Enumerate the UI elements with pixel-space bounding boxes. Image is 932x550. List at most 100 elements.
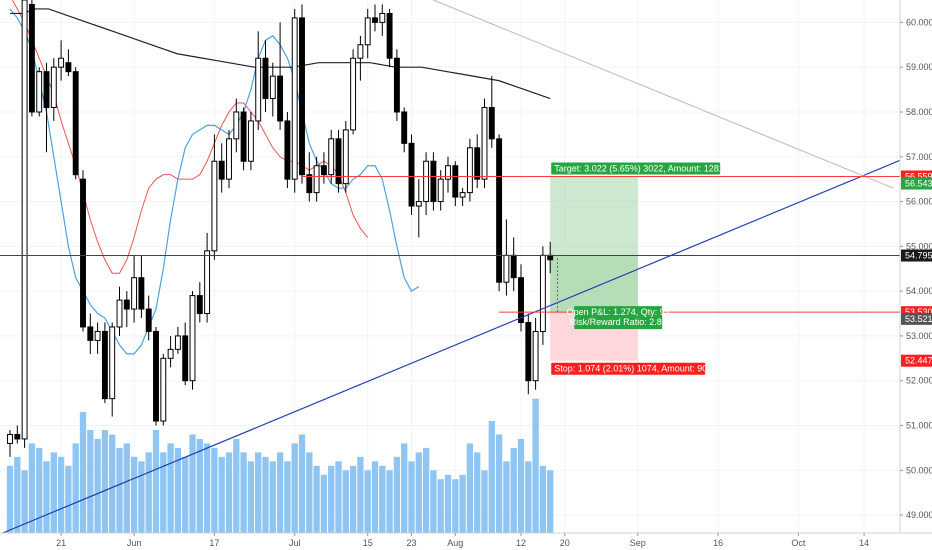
volume-bar — [138, 461, 145, 533]
candle-body — [415, 201, 422, 207]
candle-body — [357, 44, 364, 59]
volume-bar — [21, 470, 28, 533]
candle-body — [94, 330, 101, 341]
candle-body — [226, 138, 232, 180]
candle-body — [393, 57, 400, 113]
candle-body — [364, 17, 371, 46]
candle-body — [401, 111, 408, 144]
candle-body — [284, 120, 291, 180]
candle-body — [174, 335, 181, 350]
entry-sub-price-tag-text: 53.521 — [905, 314, 932, 324]
volume-bar — [65, 465, 72, 533]
entry-sub-price-tag-box — [901, 312, 932, 325]
candle-body — [36, 71, 43, 113]
candle-body — [452, 165, 459, 198]
volume-bar — [87, 429, 94, 533]
volume-bar — [474, 452, 481, 533]
volume-bar — [371, 461, 379, 533]
volume-bar — [430, 470, 437, 533]
candle-body — [116, 299, 123, 328]
volume-bar — [415, 452, 422, 533]
candle-body — [459, 192, 466, 198]
candle-body — [262, 57, 269, 100]
volume-bar — [247, 461, 255, 533]
volume-bar — [262, 456, 269, 533]
trend-line — [2, 146, 932, 534]
candle-body — [269, 75, 276, 100]
price-axis-label: 50.000 — [906, 465, 932, 475]
candle-body — [109, 326, 116, 400]
candle-body — [277, 75, 284, 122]
volume-bar — [269, 461, 276, 533]
candle-body — [496, 138, 503, 283]
volume-bar — [174, 447, 182, 533]
volume-bar — [444, 474, 452, 533]
pnl-label-line1: Open P&L: 1.274, Qty: 93 — [567, 307, 670, 317]
candle-body — [525, 321, 532, 382]
candle-body — [291, 17, 298, 180]
candle-body — [72, 71, 79, 176]
position-labels: Target: 3.022 (5.65%) 3022, Amount: 1281… — [551, 162, 736, 375]
candle-body — [189, 295, 196, 382]
volume-bar — [328, 465, 335, 533]
price-axis[interactable]: 60.000 59.000 58.000 57.000 56.000 55.000 54.0… — [899, 0, 932, 550]
grid-layer — [0, 0, 900, 533]
price-axis-label: 57.000 — [906, 152, 932, 162]
time-axis-label: 23 — [406, 538, 416, 548]
price-axis-label: 51.000 — [906, 421, 932, 431]
time-axis-label: Aug — [447, 538, 463, 548]
volume-bar — [109, 434, 116, 533]
candle-body — [474, 147, 481, 180]
price-axis-label: 59.000 — [906, 62, 932, 72]
volume-bar — [342, 470, 349, 533]
stop-price-tag-text: 52.447 — [905, 356, 932, 366]
candle-body — [211, 160, 218, 252]
price-axis-label: 55.000 — [906, 241, 932, 251]
target-price-tag-text: 56.543 — [905, 179, 932, 189]
volume-bar — [437, 479, 444, 533]
candle-body — [87, 326, 94, 341]
stop-label-text: Stop: 1.074 (2.01%) 1074, Amount: 900.12 — [554, 364, 725, 374]
volume-bars — [6, 398, 554, 533]
volume-bar — [43, 461, 50, 533]
candle-body — [7, 433, 13, 444]
volume-bar — [466, 443, 474, 533]
target-label-box — [551, 162, 721, 175]
candle-body — [423, 160, 430, 203]
resistance-price-tag-text: 56.559 — [905, 172, 932, 182]
time-axis-label: 12 — [516, 538, 526, 548]
candle-body — [101, 330, 108, 400]
candle-body — [437, 178, 444, 203]
candle-body — [488, 106, 495, 140]
time-axis-label: 21 — [56, 538, 66, 548]
candle-body — [510, 254, 517, 279]
volume-bar — [72, 443, 79, 533]
time-axis-label: 17 — [209, 538, 219, 548]
volume-bar — [379, 465, 386, 533]
time-axis-label: 20 — [560, 538, 570, 548]
position-zones — [550, 176, 638, 361]
volume-bar — [408, 461, 415, 533]
time-axis-label: 14 — [859, 538, 869, 548]
volume-bar — [167, 443, 174, 533]
candle-body — [342, 129, 349, 185]
candle-body — [430, 160, 437, 203]
volume-bar — [539, 465, 547, 533]
volume-bar — [189, 434, 196, 533]
candle-body — [247, 120, 254, 162]
volume-bar — [211, 447, 218, 533]
overlay-lines — [0, 0, 932, 534]
volume-bar — [123, 443, 130, 533]
volume-bar — [218, 456, 225, 533]
candle-body — [153, 330, 159, 422]
price-axis-label: 60.000 — [906, 17, 932, 27]
volume-bar — [306, 452, 313, 533]
volume-bar — [349, 465, 357, 533]
grey-trend-line — [433, 0, 894, 189]
candle-body — [445, 165, 451, 180]
price-axis-label: 53.000 — [906, 331, 932, 341]
candle-body — [131, 277, 138, 310]
time-axis[interactable]: 21 Jun 17 Jul 15 23 Aug 12 20 Sep 16 Oct 14 — [0, 532, 932, 550]
